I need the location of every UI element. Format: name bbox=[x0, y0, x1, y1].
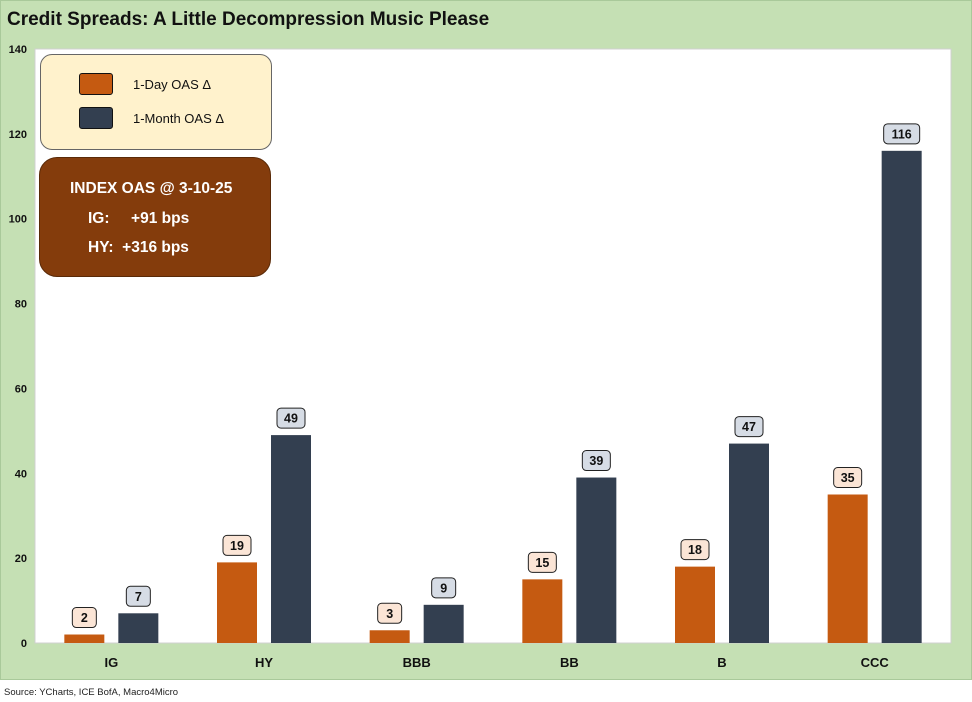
x-tick-label: IG bbox=[104, 655, 118, 670]
hy-oas-line: HY: +316 bps bbox=[88, 239, 189, 256]
y-tick-label: 60 bbox=[15, 383, 27, 395]
legend-item-1-month: 1-Month OAS Δ bbox=[79, 107, 224, 129]
bar bbox=[827, 494, 868, 643]
y-tick-label: 20 bbox=[15, 553, 27, 565]
index-oas-box: INDEX OAS @ 3-10-25 IG: +91 bps HY: +316… bbox=[39, 157, 271, 277]
data-label-box bbox=[883, 123, 921, 145]
bar bbox=[522, 579, 563, 643]
data-label-box bbox=[734, 416, 764, 438]
x-tick-label: CCC bbox=[861, 655, 890, 670]
y-tick-label: 40 bbox=[15, 468, 27, 480]
y-tick-label: 140 bbox=[9, 44, 27, 56]
data-label: 18 bbox=[688, 543, 702, 557]
data-label-box bbox=[125, 585, 151, 607]
bar bbox=[729, 443, 769, 643]
legend-label-1-month: 1-Month OAS Δ bbox=[133, 110, 225, 126]
y-tick-label: 120 bbox=[9, 129, 27, 141]
x-tick-label: BB bbox=[560, 655, 579, 670]
data-label: 39 bbox=[589, 454, 603, 468]
data-label-box bbox=[71, 607, 97, 629]
data-label: 7 bbox=[135, 590, 142, 604]
x-tick-label: B bbox=[717, 655, 726, 670]
legend-swatch-1-month bbox=[79, 107, 113, 129]
legend-label-1-day: 1-Day OAS Δ bbox=[133, 76, 212, 92]
data-label-box bbox=[431, 577, 457, 599]
bar bbox=[881, 150, 922, 644]
y-tick-label: 80 bbox=[15, 299, 27, 311]
data-label-box bbox=[680, 539, 710, 561]
data-label-box bbox=[222, 534, 252, 556]
bar bbox=[369, 630, 410, 643]
data-label-box bbox=[581, 450, 611, 472]
data-label-box bbox=[276, 407, 306, 429]
data-label-box bbox=[377, 602, 403, 624]
data-label: 3 bbox=[386, 607, 393, 621]
x-tick-label: BBB bbox=[403, 655, 431, 670]
chart-title: Credit Spreads: A Little Decompression M… bbox=[7, 9, 490, 30]
data-label: 9 bbox=[440, 581, 447, 595]
y-tick-label: 100 bbox=[9, 214, 27, 226]
data-label: 2 bbox=[81, 611, 88, 625]
bar bbox=[675, 566, 715, 643]
source-note: Source: YCharts, ICE BofA, Macro4Micro bbox=[4, 687, 179, 698]
bar bbox=[217, 562, 257, 643]
bar bbox=[64, 634, 105, 643]
data-label-box bbox=[527, 551, 557, 573]
legend: 1-Day OAS Δ 1-Month OAS Δ bbox=[40, 54, 272, 150]
data-label: 19 bbox=[230, 539, 244, 553]
data-label: 116 bbox=[892, 127, 912, 141]
bar bbox=[271, 435, 311, 643]
bar bbox=[423, 604, 464, 643]
data-label: 35 bbox=[841, 471, 855, 485]
y-tick-label: 0 bbox=[21, 638, 27, 650]
data-label: 47 bbox=[742, 420, 756, 434]
data-label: 15 bbox=[535, 556, 549, 570]
index-oas-title: INDEX OAS @ 3-10-25 bbox=[70, 180, 233, 197]
data-label: 49 bbox=[284, 412, 298, 426]
ig-oas-line: IG: +91 bps bbox=[88, 210, 190, 227]
bar bbox=[576, 477, 617, 643]
data-label-box bbox=[833, 467, 863, 488]
bar bbox=[118, 613, 159, 643]
legend-item-1-day: 1-Day OAS Δ bbox=[79, 73, 211, 95]
x-tick-label: HY bbox=[255, 655, 273, 670]
legend-swatch-1-day bbox=[79, 73, 113, 95]
